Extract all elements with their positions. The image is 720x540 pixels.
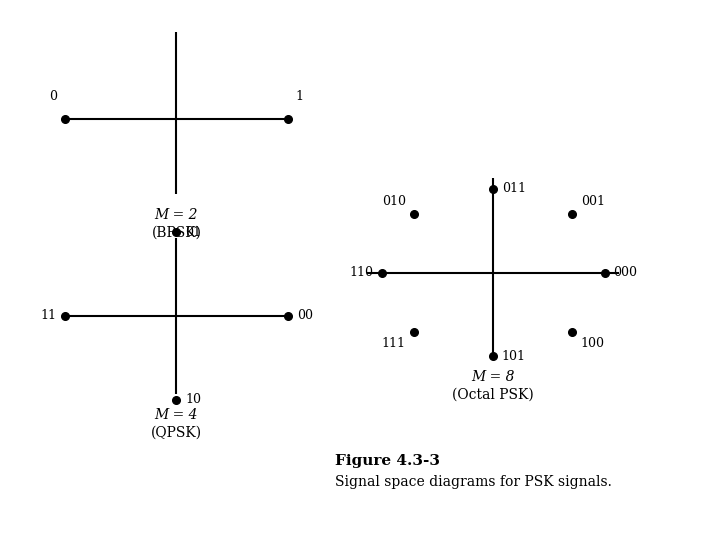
Text: 110: 110 (349, 266, 373, 279)
Text: 100: 100 (581, 338, 605, 350)
Text: 0: 0 (50, 90, 58, 103)
Text: Figure 4.3-3: Figure 4.3-3 (335, 454, 440, 468)
Text: 011: 011 (502, 183, 526, 195)
Text: 000: 000 (613, 266, 637, 279)
Text: Signal space diagrams for PSK signals.: Signal space diagrams for PSK signals. (335, 475, 612, 489)
Text: (Octal PSK): (Octal PSK) (452, 388, 534, 402)
Text: 1: 1 (295, 90, 303, 103)
Text: 11: 11 (40, 309, 56, 322)
Text: 00: 00 (297, 309, 312, 322)
Text: M = 8: M = 8 (472, 370, 515, 384)
Text: 111: 111 (382, 338, 405, 350)
Text: (BPSK): (BPSK) (151, 226, 202, 240)
Text: 01: 01 (185, 226, 201, 239)
Text: 101: 101 (502, 350, 526, 363)
Text: M = 2: M = 2 (155, 208, 198, 222)
Text: 001: 001 (581, 195, 605, 208)
Text: 10: 10 (185, 393, 201, 406)
Text: (QPSK): (QPSK) (150, 426, 202, 440)
Text: 010: 010 (382, 195, 405, 208)
Text: M = 4: M = 4 (155, 408, 198, 422)
